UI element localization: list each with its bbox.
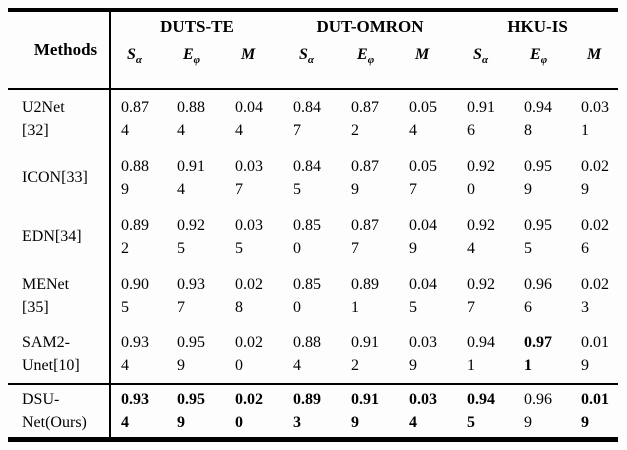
metric-header-mae: M bbox=[399, 42, 458, 90]
value-cell: 0.023 bbox=[581, 275, 610, 316]
value-cell: 0.905 bbox=[121, 275, 149, 316]
value-cell: 0.026 bbox=[581, 216, 610, 257]
value-cell: 0.927 bbox=[467, 275, 496, 316]
value-cell: 0.912 bbox=[351, 334, 380, 374]
table-row-sam2-unet: SAM2-Unet[10] 0.934 0.959 0.020 0.884 0.… bbox=[8, 325, 618, 384]
value-cell: 0.959 bbox=[524, 157, 553, 198]
value-cell: 0.966 bbox=[524, 275, 553, 316]
method-cell: ICON[33] bbox=[8, 148, 111, 207]
value-cell: 0.945 bbox=[457, 383, 515, 439]
value-cell: 0.028 bbox=[235, 275, 263, 316]
value-cell: 0.057 bbox=[409, 157, 438, 198]
method-cell: DSU-Net(Ours) bbox=[8, 383, 111, 439]
value-cell: 0.891 bbox=[351, 275, 380, 316]
value-cell: 0.019 bbox=[571, 383, 619, 439]
value-cell: 0.037 bbox=[235, 157, 263, 198]
method-cell: MENet [35] bbox=[8, 266, 111, 325]
value-cell: 0.934 bbox=[121, 334, 149, 374]
value-cell: 0.934 bbox=[110, 383, 167, 439]
dataset-header-hku-is: HKU-IS bbox=[507, 17, 568, 36]
value-cell: 0.879 bbox=[351, 157, 380, 198]
value-cell: 0.969 bbox=[514, 383, 572, 439]
value-cell: 0.884 bbox=[293, 334, 322, 374]
value-cell: 0.020 bbox=[235, 334, 263, 374]
dataset-header-dut-omron: DUT-OMRON bbox=[316, 17, 424, 36]
table-row-edn: EDN[34] 0.892 0.925 0.035 0.850 0.877 0.… bbox=[8, 207, 618, 266]
value-cell: 0.054 bbox=[409, 99, 438, 139]
metric-header-e-phi: Eφ bbox=[341, 42, 400, 90]
value-cell: 0.925 bbox=[177, 216, 205, 257]
value-cell: 0.034 bbox=[399, 383, 458, 439]
value-cell: 0.959 bbox=[177, 334, 205, 374]
method-cell: SAM2-Unet[10] bbox=[8, 325, 111, 384]
value-cell: 0.920 bbox=[467, 157, 496, 198]
table-row-menet: MENet [35] 0.905 0.937 0.028 0.850 0.891… bbox=[8, 266, 618, 325]
value-cell: 0.937 bbox=[177, 275, 205, 316]
value-cell: 0.029 bbox=[581, 157, 610, 198]
value-cell: 0.877 bbox=[351, 216, 380, 257]
dataset-header-duts-te: DUTS-TE bbox=[160, 17, 234, 36]
method-cell: U2Net [32] bbox=[8, 89, 111, 148]
method-cell: EDN[34] bbox=[8, 207, 111, 266]
metric-header-s-alpha: Sα bbox=[283, 42, 342, 90]
value-cell: 0.049 bbox=[409, 216, 438, 257]
value-cell: 0.914 bbox=[177, 157, 205, 198]
value-cell: 0.019 bbox=[581, 334, 610, 374]
value-cell: 0.916 bbox=[467, 99, 496, 139]
value-cell: 0.919 bbox=[341, 383, 400, 439]
metric-header-e-phi: Eφ bbox=[514, 42, 572, 90]
table-row-u2net: U2Net [32] 0.874 0.884 0.044 0.847 0.872… bbox=[8, 89, 618, 148]
value-cell: 0.971 bbox=[524, 334, 553, 374]
value-cell: 0.889 bbox=[121, 157, 149, 198]
value-cell: 0.035 bbox=[235, 216, 263, 257]
value-cell: 0.031 bbox=[581, 99, 610, 139]
value-cell: 0.955 bbox=[524, 216, 553, 257]
value-cell: 0.941 bbox=[467, 334, 496, 374]
value-cell: 0.893 bbox=[283, 383, 342, 439]
value-cell: 0.884 bbox=[177, 99, 205, 139]
value-cell: 0.874 bbox=[121, 99, 149, 139]
value-cell: 0.045 bbox=[409, 275, 438, 316]
value-cell: 0.924 bbox=[467, 216, 496, 257]
table-row-icon: ICON[33] 0.889 0.914 0.037 0.845 0.879 0… bbox=[8, 148, 618, 207]
value-cell: 0.892 bbox=[121, 216, 149, 257]
metric-header-mae: M bbox=[571, 42, 619, 90]
metric-header-s-alpha: Sα bbox=[110, 42, 167, 90]
value-cell: 0.850 bbox=[293, 216, 322, 257]
dataset-header-row: Methods DUTS-TE DUT-OMRON HKU-IS bbox=[8, 10, 618, 90]
metric-header-mae: M bbox=[225, 42, 284, 90]
metric-header-e-phi: Eφ bbox=[167, 42, 225, 90]
table-row-dsu-net-ours: DSU-Net(Ours) 0.934 0.959 0.020 0.893 0.… bbox=[8, 383, 619, 439]
value-cell: 0.845 bbox=[293, 157, 322, 198]
value-cell: 0.959 bbox=[167, 383, 225, 439]
methods-header: Methods bbox=[8, 10, 111, 90]
value-cell: 0.020 bbox=[225, 383, 284, 439]
value-cell: 0.948 bbox=[524, 99, 553, 139]
value-cell: 0.847 bbox=[293, 99, 322, 139]
metric-header-s-alpha: Sα bbox=[457, 42, 515, 90]
results-table: Methods DUTS-TE DUT-OMRON HKU-IS Sα Eφ M… bbox=[8, 8, 619, 442]
value-cell: 0.872 bbox=[351, 99, 380, 139]
value-cell: 0.044 bbox=[235, 99, 263, 139]
value-cell: 0.850 bbox=[293, 275, 322, 316]
value-cell: 0.039 bbox=[409, 334, 438, 374]
metric-header-row: Sα Eφ M Sα Eφ M Sα Eφ M bbox=[8, 42, 619, 90]
